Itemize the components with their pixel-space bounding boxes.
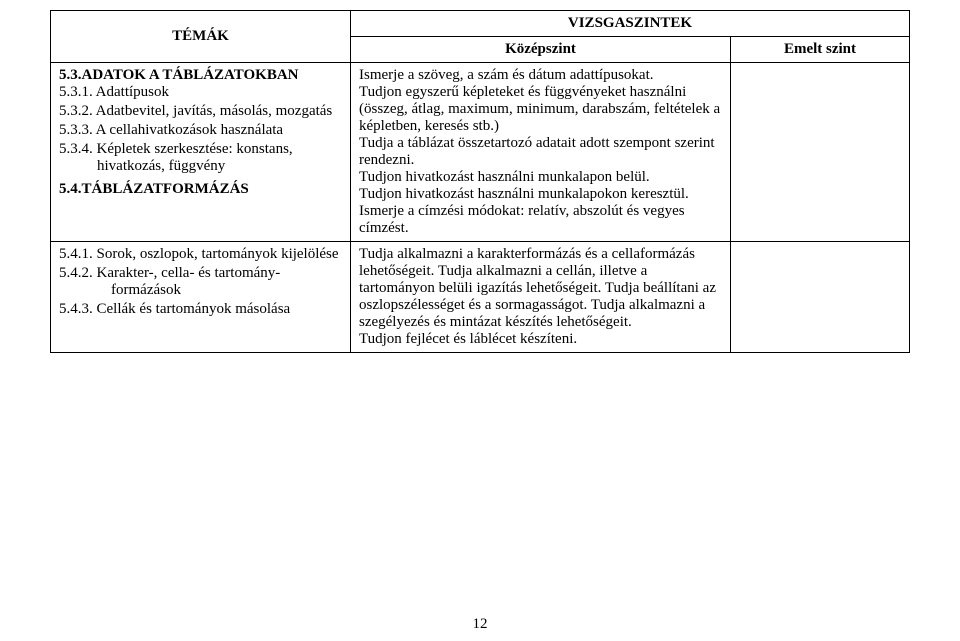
- requirements-table: TÉMÁK VIZSGASZINTEK Középszint Emelt szi…: [50, 10, 910, 353]
- header-mid: Középszint: [351, 37, 731, 63]
- table-row: 5.4.1. Sorok, oszlopok, tartományok kije…: [51, 242, 910, 353]
- section-heading: 5.4.TÁBLÁZATFORMÁZÁS: [59, 181, 342, 198]
- topic-item: 5.3.4. Képletek szerkesztése: konstans, …: [59, 141, 342, 175]
- table-row: 5.3.ADATOK A TÁBLÁZATOKBAN 5.3.1. Adattí…: [51, 63, 910, 242]
- mid-text: Tudja alkalmazni a karakterformázás és a…: [359, 246, 722, 348]
- topic-item: 5.4.2. Karakter-, cella- és tartomány-fo…: [59, 265, 342, 299]
- mid-level-cell: Tudja alkalmazni a karakterformázás és a…: [351, 242, 731, 353]
- section-heading: 5.3.ADATOK A TÁBLÁZATOKBAN: [59, 67, 342, 84]
- topic-item: 5.4.3. Cellák és tartományok másolása: [59, 301, 342, 318]
- mid-text: Ismerje a szöveg, a szám és dátum adattí…: [359, 67, 722, 237]
- high-level-cell: [731, 242, 910, 353]
- page-number: 12: [0, 616, 960, 633]
- section-heading-text: DATOK A TÁBLÁZATOKBAN: [92, 67, 298, 83]
- header-topics: TÉMÁK: [51, 11, 351, 63]
- mid-level-cell: Ismerje a szöveg, a szám és dátum adattí…: [351, 63, 731, 242]
- topic-item: 5.3.1. Adattípusok: [59, 84, 342, 101]
- topic-item: 5.4.1. Sorok, oszlopok, tartományok kije…: [59, 246, 342, 263]
- high-level-cell: [731, 63, 910, 242]
- topic-item: 5.3.3. A cellahivatkozások használata: [59, 122, 342, 139]
- section-heading-text: ÁBLÁZATFORMÁZÁS: [92, 181, 249, 197]
- header-levels: VIZSGASZINTEK: [351, 11, 910, 37]
- header-high: Emelt szint: [731, 37, 910, 63]
- topic-item: 5.3.2. Adatbevitel, javítás, másolás, mo…: [59, 103, 342, 120]
